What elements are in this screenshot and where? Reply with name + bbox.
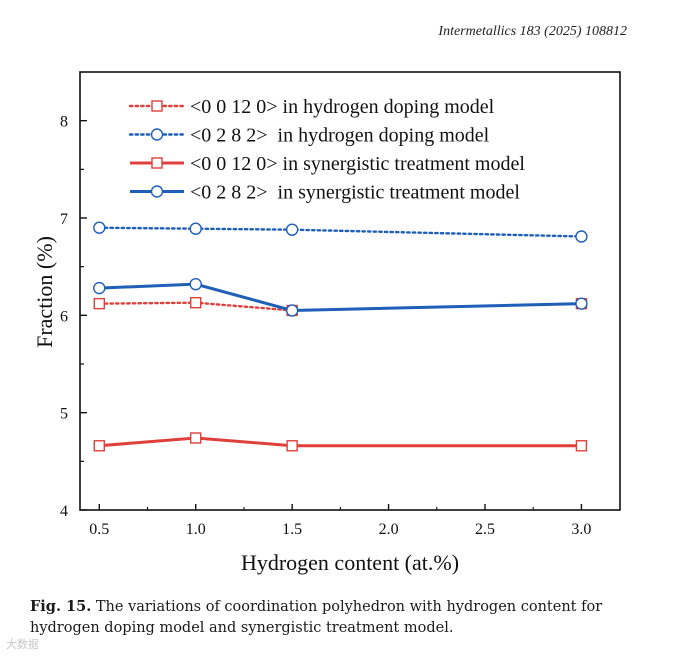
figure-caption: Fig. 15. The variations of coordination …	[30, 596, 650, 639]
legend-label: <0 0 12 0> in hydrogen doping model	[190, 96, 495, 118]
y-tick-label: 5	[60, 406, 68, 423]
series-line	[99, 282, 582, 312]
data-point	[93, 297, 105, 310]
data-point	[189, 277, 202, 291]
y-axis-label: Fraction (%)	[32, 236, 57, 348]
line-chart: 0.5 1.0 1.5 2.0 2.5 3.0 4 5 6 7 8 <0 0 12 0> in hy…	[32, 71, 621, 575]
data-point	[190, 296, 202, 309]
legend-marker	[151, 157, 163, 169]
series-layer	[93, 221, 588, 452]
series-3	[93, 432, 588, 452]
legend-label: <0 2 8 2> in hydrogen doping model	[190, 125, 490, 147]
legend-entry: <0 2 8 2> in synergistic treatment model	[130, 182, 520, 204]
data-point	[285, 304, 299, 317]
x-tick-label: 2.5	[475, 521, 495, 538]
series-line	[98, 226, 583, 238]
data-point	[93, 440, 105, 452]
series-line	[99, 436, 582, 448]
legend-entry: <0 2 8 2> in hydrogen doping model	[128, 125, 490, 147]
data-point	[93, 221, 106, 234]
figure-label: Fig. 15.	[30, 598, 92, 615]
legend-label: <0 2 8 2> in synergistic treatment model	[190, 182, 520, 204]
x-tick-label: 2.0	[379, 521, 399, 538]
legend-entry: <0 0 12 0> in hydrogen doping model	[128, 96, 495, 118]
legend-marker	[150, 185, 164, 198]
data-point	[575, 230, 588, 243]
data-point	[93, 281, 106, 295]
data-point	[189, 222, 202, 235]
x-axis-label: Hydrogen content (at.%)	[241, 550, 459, 575]
caption-text: The variations of coordination polyhedro…	[30, 599, 603, 636]
x-tick-label: 1.5	[282, 521, 302, 538]
watermark: 大数据	[6, 638, 39, 651]
y-tick-label: 6	[60, 308, 68, 325]
legend-label: <0 0 12 0> in synergistic treatment mode…	[190, 153, 525, 175]
legend-entry: <0 0 12 0> in synergistic treatment mode…	[130, 153, 525, 175]
data-point	[575, 440, 588, 452]
data-point	[575, 297, 588, 310]
series-2	[93, 221, 588, 243]
x-tick-label: 0.5	[89, 521, 109, 538]
data-point	[190, 432, 202, 444]
y-tick-label: 8	[60, 114, 68, 131]
x-tick-label: 3.0	[571, 521, 591, 538]
data-point	[286, 440, 298, 452]
legend: <0 0 12 0> in hydrogen doping model <0 2 …	[128, 96, 525, 204]
y-tick-label: 7	[60, 211, 68, 228]
journal-citation: Intermetallics 183 (2025) 108812	[438, 24, 627, 39]
series-4	[93, 277, 588, 317]
legend-marker	[150, 128, 164, 141]
legend-marker	[151, 100, 163, 112]
axes-layer: 0.5 1.0 1.5 2.0 2.5 3.0 4 5 6 7 8	[60, 71, 621, 538]
data-point	[285, 223, 299, 236]
plot-frame	[79, 71, 621, 511]
y-tick-label: 4	[60, 503, 68, 520]
x-tick-label: 1.0	[186, 521, 206, 538]
